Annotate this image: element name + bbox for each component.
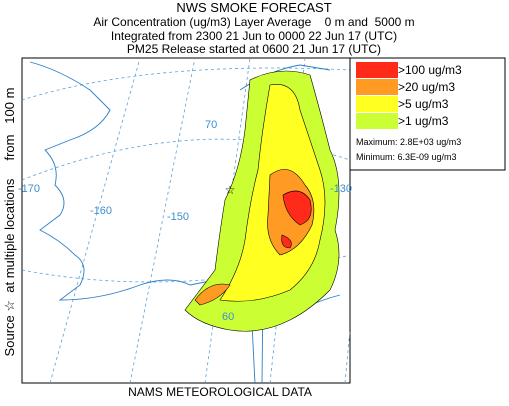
minimum: Minimum: 6.3E-09 ug/m3	[356, 152, 457, 162]
grid-label: -160	[90, 205, 112, 217]
legend-swatch	[356, 79, 398, 95]
grid-label: -150	[167, 211, 189, 223]
grid-label: -170	[18, 183, 40, 195]
legend-swatch	[356, 62, 398, 78]
legend-label: >100 ug/m3	[398, 63, 462, 77]
maximum: Maximum: 2.8E+03 ug/m3	[356, 137, 461, 147]
smoke-plume	[281, 190, 312, 249]
legend-label: >1 ug/m3	[398, 114, 449, 128]
legend: Maximum: 2.8E+03 ug/m3 Minimum: 6.3E-09 …	[349, 57, 506, 171]
grid-label: 70	[205, 119, 217, 131]
subtitle: Air Concentration (ug/m3) Layer Average …	[93, 15, 414, 29]
title: NWS SMOKE FORECAST	[176, 0, 331, 15]
grid-label: 60	[222, 311, 234, 323]
subtitle: Integrated from 2300 21 Jun to 0000 22 J…	[111, 29, 397, 43]
grid-label: -130	[330, 183, 352, 195]
smoke-plume	[194, 169, 315, 306]
subtitle: PM25 Release started at 0600 21 Jun 17 (…	[127, 42, 381, 56]
side-label: Source ☆ at multiple locations from 100 …	[2, 88, 17, 357]
legend-swatch	[356, 96, 398, 112]
map: ☆ -170 -160 -150 -130 70 60	[18, 57, 352, 384]
legend-label: >5 ug/m3	[398, 97, 449, 111]
legend-swatch	[356, 113, 398, 129]
source-marker: ☆	[225, 183, 236, 197]
footer: NAMS METEOROLOGICAL DATA	[128, 385, 312, 399]
legend-label: >20 ug/m3	[398, 80, 455, 94]
